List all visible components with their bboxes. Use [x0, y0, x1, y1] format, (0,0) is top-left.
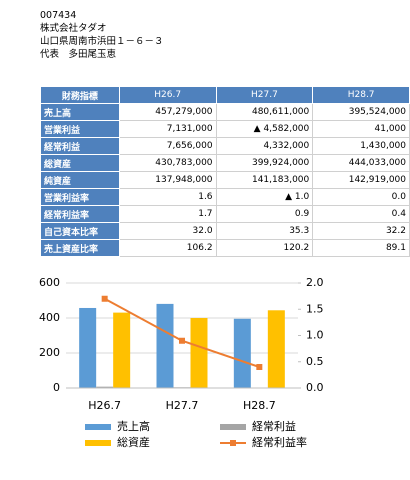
- table-row: 売上高 457,279,000 480,611,000 395,524,000: [40, 103, 410, 121]
- cell: 120.2: [215, 239, 314, 257]
- legend-swatch: [85, 424, 111, 430]
- cell: H27.7: [215, 86, 314, 104]
- y2-tick-label: 0.0: [306, 381, 324, 394]
- legend-label: 売上高: [117, 419, 150, 433]
- cell: 480,611,000: [215, 103, 314, 121]
- table-row: 営業利益 7,131,000 ▲ 4,582,000 41,000: [40, 120, 410, 138]
- bar: [190, 318, 208, 388]
- cell: 89.1: [312, 239, 410, 257]
- cell: 430,783,000: [118, 154, 217, 172]
- cell: 1,430,000: [312, 137, 410, 155]
- x-tick-label: H27.7: [166, 399, 199, 412]
- x-tick-label: H28.7: [243, 399, 276, 412]
- cell: 137,948,000: [118, 171, 217, 189]
- bar: [96, 386, 114, 388]
- cell: 0.0: [312, 188, 410, 206]
- cell: ▲ 4,582,000: [215, 120, 314, 138]
- table-row: 営業利益率 1.6 ▲ 1.0 0.0: [40, 188, 410, 206]
- line-marker: [256, 364, 263, 370]
- legend-swatch: [230, 440, 236, 446]
- y-tick-label: 400: [39, 311, 60, 324]
- cell: 444,033,000: [312, 154, 410, 172]
- line-marker: [179, 337, 185, 344]
- bar: [267, 310, 285, 388]
- header: 007434 株式会社タダオ 山口県周南市浜田１－６－３ 代表 多田尾玉恵: [40, 9, 164, 61]
- cell: 35.3: [215, 222, 314, 240]
- y2-tick-label: 0.5: [306, 355, 324, 368]
- y2-tick-label: 1.5: [306, 302, 324, 315]
- table-row: 財務指標 H26.7 H27.7 H28.7: [40, 86, 410, 104]
- cell: 106.2: [118, 239, 217, 257]
- company: 株式会社タダオ: [40, 23, 107, 34]
- cell: 457,279,000: [118, 103, 217, 121]
- bar: [156, 303, 174, 388]
- row-label: 純資産: [40, 171, 120, 189]
- x-tick-label: H26.7: [88, 399, 121, 412]
- cell: 41,000: [312, 120, 410, 138]
- y2-tick-label: 1.0: [306, 329, 324, 342]
- code: 007434: [40, 10, 77, 21]
- bar: [233, 318, 251, 388]
- cell: ▲ 1.0: [215, 188, 314, 206]
- row-label: 自己資本比率: [40, 222, 120, 240]
- row-label: 財務指標: [40, 86, 120, 104]
- row-label: 経常利益率: [40, 205, 120, 223]
- row-label: 営業利益率: [40, 188, 120, 206]
- y-tick-label: 600: [39, 276, 60, 289]
- cell: 7,131,000: [118, 120, 217, 138]
- chart: 0 200 400 600 0.0 0.5 1.0 1.5 2.0 H26.7 H27.7 H28.7…: [39, 276, 324, 449]
- cell: 32.2: [312, 222, 410, 240]
- row-label: 売上高: [40, 103, 120, 121]
- table-row: 経常利益率 1.7 0.9 0.4: [40, 205, 410, 223]
- address: 山口県周南市浜田１－６－３: [40, 36, 164, 47]
- cell: 0.4: [312, 205, 410, 223]
- y-tick-label: 200: [39, 346, 60, 359]
- cell: 141,183,000: [215, 171, 314, 189]
- cell: 32.0: [118, 222, 217, 240]
- cell: 142,919,000: [312, 171, 410, 189]
- legend-label: 経常利益率: [252, 435, 307, 449]
- bar: [79, 307, 97, 388]
- table-row: 経常利益 7,656,000 4,332,000 1,430,000: [40, 137, 410, 155]
- legend-swatch: [220, 424, 246, 430]
- legend-label: 経常利益: [252, 419, 296, 433]
- row-label: 経常利益: [40, 137, 120, 155]
- cell: 1.7: [118, 205, 217, 223]
- cell: 399,924,000: [215, 154, 314, 172]
- cell: H28.7: [312, 86, 410, 104]
- row-label: 営業利益: [40, 120, 120, 138]
- cell: 0.9: [215, 205, 314, 223]
- legend-label: 総資産: [117, 435, 150, 449]
- table-row: 総資産 430,783,000 399,924,000 444,033,000: [40, 154, 410, 172]
- representative: 代表 多田尾玉恵: [40, 49, 117, 60]
- cell: 1.6: [118, 188, 217, 206]
- table-row: 売上資産比率 106.2 120.2 89.1: [40, 239, 410, 257]
- table-row: 純資産 137,948,000 141,183,000 142,919,000: [40, 171, 410, 189]
- row-label: 総資産: [40, 154, 120, 172]
- table-row: 自己資本比率 32.0 35.3 32.2: [40, 222, 410, 240]
- cell: H26.7: [118, 86, 217, 104]
- cell: 4,332,000: [215, 137, 314, 155]
- cell: 7,656,000: [118, 137, 217, 155]
- y-tick-label: 0: [53, 381, 60, 394]
- legend-swatch: [85, 440, 111, 446]
- line-marker: [101, 295, 108, 302]
- financial-table: 財務指標 H26.7 H27.7 H28.7 売上高 457,279,000 480,611…: [40, 86, 410, 257]
- bar: [113, 312, 131, 388]
- row-label: 売上資産比率: [40, 239, 120, 257]
- y2-tick-label: 2.0: [306, 276, 324, 289]
- cell: 395,524,000: [312, 103, 410, 121]
